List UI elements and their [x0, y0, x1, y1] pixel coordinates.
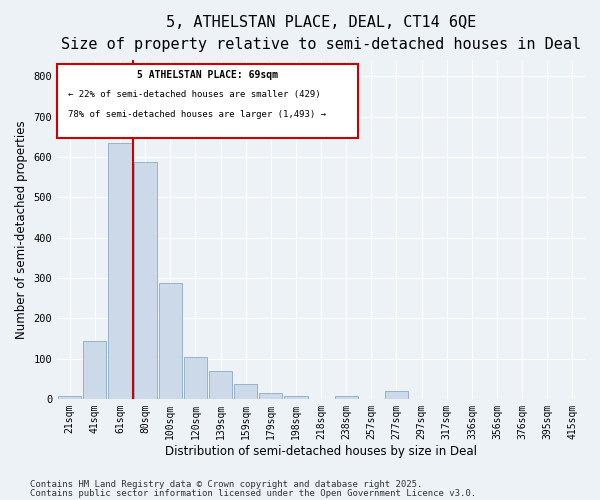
X-axis label: Distribution of semi-detached houses by size in Deal: Distribution of semi-detached houses by … — [165, 444, 477, 458]
Text: Contains HM Land Registry data © Crown copyright and database right 2025.: Contains HM Land Registry data © Crown c… — [30, 480, 422, 489]
Bar — [385, 391, 408, 399]
FancyBboxPatch shape — [57, 64, 358, 138]
Bar — [259, 393, 283, 399]
Text: 78% of semi-detached houses are larger (1,493) →: 78% of semi-detached houses are larger (… — [68, 110, 326, 120]
Bar — [335, 396, 358, 399]
Text: 5 ATHELSTAN PLACE: 69sqm: 5 ATHELSTAN PLACE: 69sqm — [137, 70, 278, 81]
Bar — [284, 396, 308, 399]
Bar — [109, 143, 131, 399]
Bar — [234, 384, 257, 399]
Bar — [58, 396, 81, 399]
Bar — [134, 162, 157, 399]
Y-axis label: Number of semi-detached properties: Number of semi-detached properties — [15, 120, 28, 339]
Title: 5, ATHELSTAN PLACE, DEAL, CT14 6QE
Size of property relative to semi-detached ho: 5, ATHELSTAN PLACE, DEAL, CT14 6QE Size … — [61, 15, 581, 52]
Text: ← 22% of semi-detached houses are smaller (429): ← 22% of semi-detached houses are smalle… — [68, 90, 320, 99]
Bar — [184, 358, 207, 399]
Bar — [159, 283, 182, 399]
Bar — [83, 341, 106, 399]
Text: Contains public sector information licensed under the Open Government Licence v3: Contains public sector information licen… — [30, 488, 476, 498]
Bar — [209, 372, 232, 399]
